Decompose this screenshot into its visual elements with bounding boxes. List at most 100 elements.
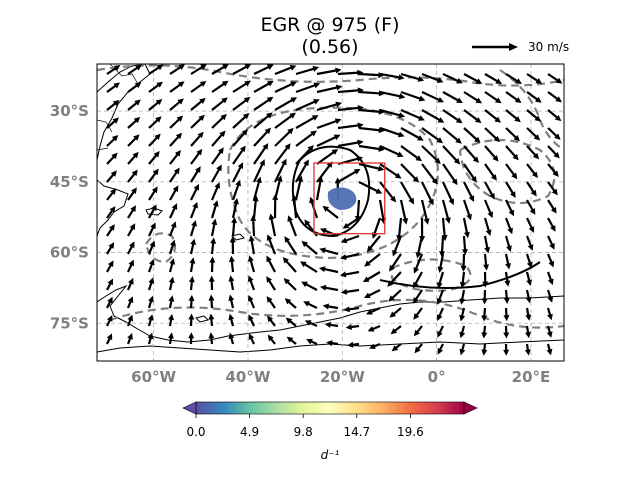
wind-vector-shaft [253,64,272,75]
wind-vector-head [388,295,395,302]
wind-vector [413,307,423,320]
colorbar-tick-label: 0.0 [186,425,205,439]
wind-vector-head [272,193,279,200]
wind-vector-head [127,314,134,322]
wind-vector-head [436,297,443,305]
wind-vector-shaft [421,109,443,123]
wind-vector [400,90,426,102]
wind-vector-head [546,331,553,338]
wind-vector [106,170,117,183]
wind-vector-head [110,170,117,177]
wind-vector [526,145,540,160]
wind-vector [345,323,360,330]
wind-vector-head [459,314,466,322]
wind-vector [442,91,463,104]
wind-vector [442,73,463,84]
wind-vector [127,169,138,183]
wind-vector-shaft [252,198,258,219]
wind-vector [126,333,133,345]
wind-vector-shaft [421,181,434,204]
wind-vector [461,235,468,256]
wind-vector [387,271,402,287]
wind-vector-head [470,176,477,183]
wind-vector-head [212,200,219,207]
wind-vector [228,294,235,309]
wind-vector-head [313,82,321,89]
wind-vector-shaft [421,91,442,102]
wind-vector [546,325,553,338]
wind-vector-head [266,255,272,263]
wind-vector [316,101,343,112]
wind-vector-head [364,260,371,267]
wind-vector [148,133,161,147]
wind-vector-head [208,275,215,282]
wind-vector [414,343,423,354]
wind-vector-head [148,295,154,303]
wind-vector [148,151,160,165]
wind-vector-head [109,206,116,213]
wind-vector-head [524,349,531,356]
wind-vector-shaft [337,140,361,148]
wind-vector-head [529,208,536,215]
wind-vector [400,72,425,82]
wind-vector [252,195,259,219]
wind-vector-head [472,156,480,163]
wind-vector-head [264,127,271,135]
wind-vector-head [150,222,156,230]
wind-vector-head [377,165,385,172]
wind-vector [442,127,462,144]
wind-vector-head [413,281,419,289]
wind-vector [147,314,154,327]
wind-vector-head [155,98,163,106]
wind-vector [127,205,137,219]
wind-vector-shaft [232,97,249,111]
wind-vector-head [191,220,197,227]
wind-vector [316,84,343,94]
wind-vector-head [133,134,140,141]
wind-vector [399,199,409,225]
wind-vector [148,222,156,237]
wind-vector-head [229,236,236,243]
egr-blob [327,187,357,210]
wind-vector-head [131,187,137,194]
wind-vector-head [285,317,293,324]
wind-vector-head [431,178,438,185]
wind-vector-shaft [463,109,480,123]
wind-vector [189,220,197,237]
wind-vector [291,194,298,219]
wind-vector-head [345,323,352,330]
wind-vector-head [398,74,405,81]
wind-vector-head [228,332,235,340]
wind-vector [284,298,297,309]
wind-vector [505,109,521,123]
wind-vector-head [267,315,274,323]
wind-vector [340,252,360,261]
wind-vector-head [474,117,482,124]
wind-vector-shaft [295,146,313,165]
wind-vector-shaft [253,81,272,93]
dashed-contour-6 [109,298,564,329]
wind-vector [127,241,135,255]
wind-vector-shaft [358,181,381,194]
wind-vector-head [111,135,119,142]
wind-vector-head [335,101,343,108]
wind-vector [127,64,142,75]
wind-vector-shaft [397,217,403,239]
wind-vector [505,199,515,217]
wind-vector [190,148,203,165]
wind-vector [190,97,206,111]
wind-vector [248,294,256,309]
wind-vector-head [209,256,216,263]
wind-vector [208,313,215,327]
wind-vector [283,278,297,291]
wind-vector [505,91,522,104]
wind-vector-head [456,78,463,84]
wind-vector [295,115,319,129]
wind-vector [413,253,424,274]
wind-vector-shaft [295,66,317,76]
wind-vector [147,240,156,255]
wind-vector [367,324,381,332]
wind-vector-shaft [295,115,317,129]
wind-vector [126,277,134,291]
